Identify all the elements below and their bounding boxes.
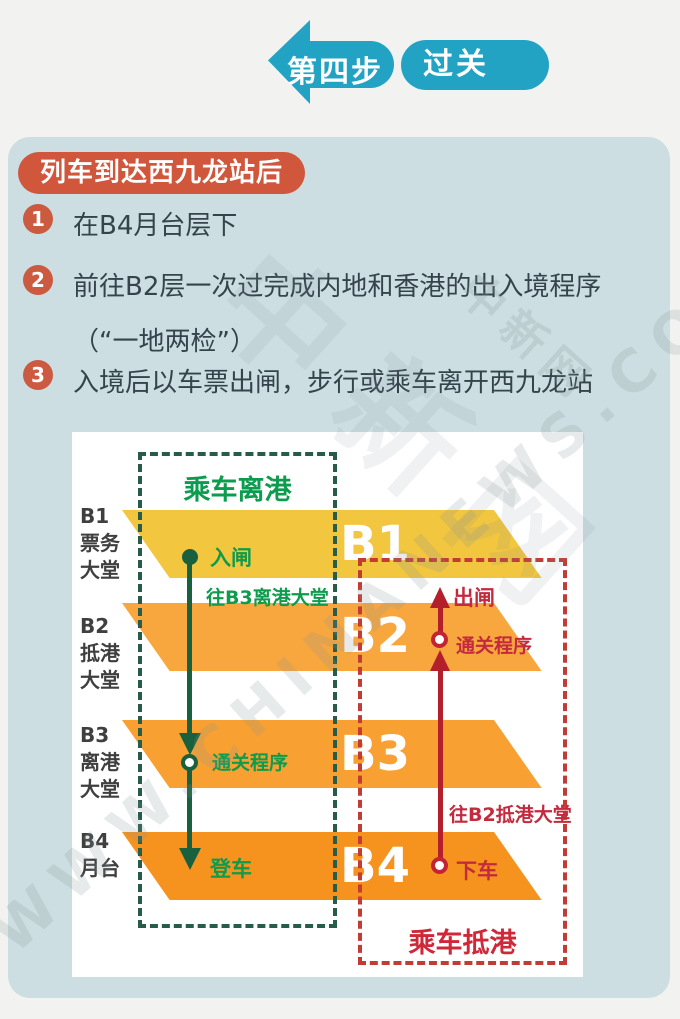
arrival-zone-box: [358, 558, 567, 965]
to-b3-hall-label: 往B3离港大堂: [206, 587, 329, 609]
up-arrowhead-icon: [430, 650, 450, 671]
floor-side-label-b1: B1 票务 大堂: [80, 503, 134, 584]
departure-zone-box: [138, 452, 337, 928]
step-3-number-badge: 3: [23, 360, 53, 390]
departure-zone-title: 乘车离港: [183, 475, 292, 506]
board-train-label: 登车: [210, 857, 252, 881]
step-title-label: 过关: [423, 47, 489, 82]
arrival-customs-dot: [431, 631, 448, 648]
alight-dot: [431, 857, 448, 874]
step-2-number-badge: 2: [23, 265, 53, 295]
side-label-line: 大堂: [80, 558, 120, 582]
exit-gate-label: 出闸: [453, 586, 495, 610]
floor-side-label-b2: B2 抵港 大堂: [80, 613, 134, 694]
departure-line-segment: [187, 769, 192, 850]
side-label-line: 抵港: [80, 641, 120, 665]
floor-side-label-b4: B4 月台: [80, 828, 134, 882]
side-label-line: B4: [80, 829, 110, 853]
station-floor-diagram: B1 B2 B3 B4 B1 票务 大堂 B2 抵港 大堂 B3 离港 大堂 B…: [72, 432, 583, 977]
side-label-line: 大堂: [80, 668, 120, 692]
up-arrowhead-icon: [430, 587, 450, 608]
step-1-text: 在B4月台层下: [73, 211, 238, 241]
alight-label: 下车: [456, 859, 498, 883]
down-arrowhead-icon: [179, 733, 201, 755]
enter-gate-label: 入闸: [210, 546, 252, 570]
to-b2-hall-label: 往B2抵港大堂: [449, 804, 572, 826]
floor-big-label-b2: B2: [340, 608, 410, 664]
side-label-line: B1: [80, 504, 110, 528]
floor-big-label-b4: B4: [340, 838, 410, 894]
down-arrowhead-icon: [179, 848, 201, 870]
step-title-pill: 过关: [401, 40, 549, 90]
arrival-line-segment: [438, 669, 443, 859]
side-label-line: B2: [80, 614, 110, 638]
step-1-number-badge: 1: [23, 204, 53, 234]
section-title-badge: 列车到达西九龙站后: [18, 152, 306, 194]
step-number-label: 第四步: [287, 55, 383, 90]
step-3-text: 入境后以车票出闸，步行或乘车离开西九龙站: [73, 368, 594, 398]
section-title-text: 列车到达西九龙站后: [40, 158, 284, 188]
step-2-text-line-1: 前往B2层一次过完成内地和香港的出入境程序: [73, 272, 602, 302]
step-2-text-line-2: （“一地两检”）: [73, 327, 256, 357]
side-label-line: B3: [80, 723, 110, 747]
side-label-line: 票务: [80, 531, 120, 555]
departure-customs-label: 通关程序: [212, 752, 289, 774]
arrival-zone-title: 乘车抵港: [408, 928, 517, 959]
content-card: 列车到达西九龙站后 1 在B4月台层下 2 前往B2层一次过完成内地和香港的出入…: [8, 137, 670, 998]
side-label-line: 离港: [80, 750, 120, 774]
departure-line-segment: [187, 557, 192, 735]
floor-side-label-b3: B3 离港 大堂: [80, 722, 134, 803]
side-label-line: 月台: [80, 856, 120, 880]
floor-big-label-b3: B3: [340, 726, 410, 782]
arrival-customs-label: 通关程序: [456, 635, 533, 657]
arrival-line-segment: [438, 606, 443, 633]
side-label-line: 大堂: [80, 777, 120, 801]
left-arrow-body: [300, 41, 394, 88]
